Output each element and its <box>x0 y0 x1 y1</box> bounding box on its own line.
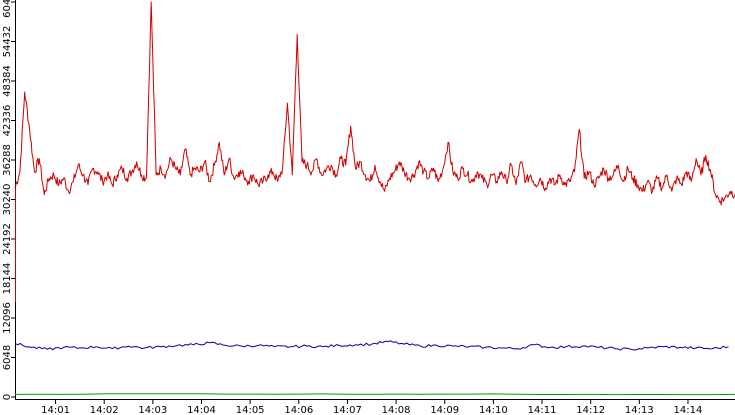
y-tick-label: 42336 <box>2 105 13 137</box>
y-tick-label: 48384 <box>2 65 13 97</box>
y-tick-label: 0 <box>2 394 13 400</box>
series-line <box>14 393 735 396</box>
y-tick-label: 36288 <box>2 144 13 176</box>
y-tick-label: 54432 <box>2 26 13 58</box>
x-tick-label: 14:04 <box>187 405 216 415</box>
x-tick-label: 14:11 <box>528 405 557 415</box>
y-axis: 0 6048 12096 18144 24192 30240 36288 42336 48384… <box>2 0 16 400</box>
y-tick-label: 12096 <box>2 302 13 334</box>
x-tick-label: 14:12 <box>576 405 605 415</box>
x-tick-label: 14:08 <box>382 405 411 415</box>
series-line <box>14 340 729 351</box>
y-tick-label: 18144 <box>2 263 13 295</box>
plot-area <box>14 1 735 396</box>
x-tick-label: 14:01 <box>41 405 70 415</box>
x-tick-label: 14:02 <box>90 405 119 415</box>
x-tick-label: 14:14 <box>674 405 703 415</box>
x-tick-label: 14:06 <box>284 405 313 415</box>
y-tick-label: 6048 <box>2 345 13 370</box>
x-tick-label: 14:10 <box>479 405 508 415</box>
y-tick-label: 30240 <box>2 184 13 216</box>
x-ticks: 14:01 14:02 14:03 14:04 14:05 14:06 14:07 14:08… <box>41 399 702 415</box>
x-axis: 14:01 14:02 14:03 14:04 14:05 14:06 14:07 14:08… <box>15 399 735 415</box>
x-tick-label: 14:03 <box>138 405 167 415</box>
x-tick-label: 14:05 <box>236 405 265 415</box>
y-tick-label: 24192 <box>2 223 13 255</box>
y-tick-label: 60480 <box>2 0 13 18</box>
x-tick-label: 14:13 <box>625 405 654 415</box>
x-tick-label: 14:09 <box>430 405 459 415</box>
x-tick-label: 14:07 <box>333 405 362 415</box>
series-line <box>14 1 735 206</box>
y-ticks: 0 6048 12096 18144 24192 30240 36288 42336 48384… <box>2 0 15 400</box>
